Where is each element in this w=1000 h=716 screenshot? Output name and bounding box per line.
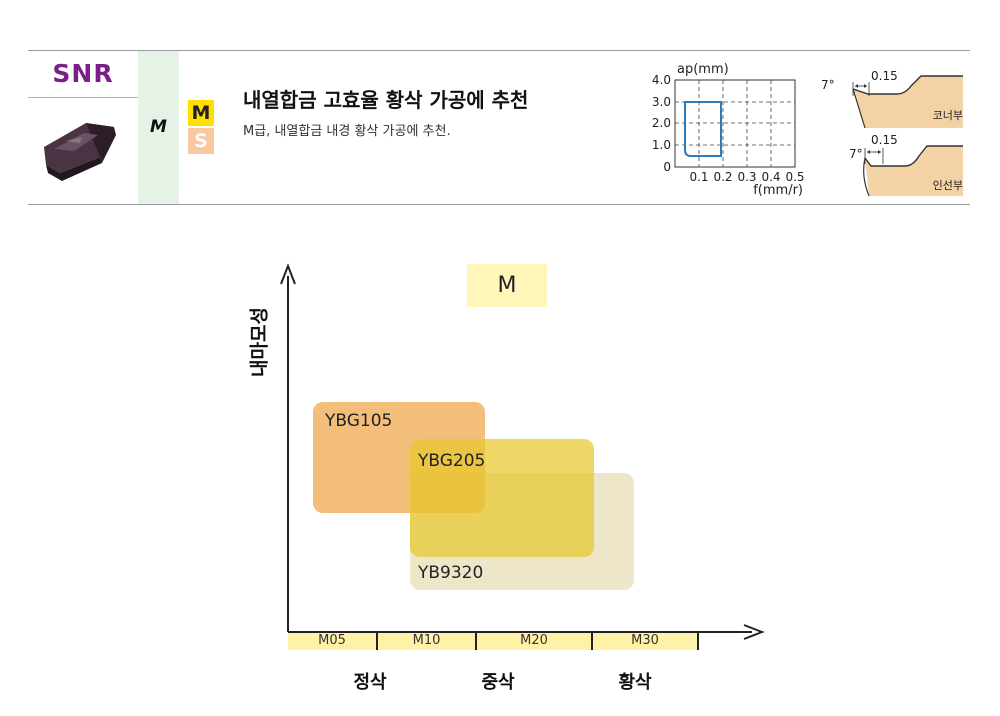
y-tick-label: 1.0 <box>652 138 671 152</box>
y-tick-label: 4.0 <box>652 73 671 87</box>
grade-label-yb9320: YB9320 <box>418 563 484 583</box>
insert-image <box>44 123 116 181</box>
iso-tick-label: M30 <box>631 633 659 648</box>
x-tick-label: 0.5 <box>785 170 804 184</box>
y-tick-label: 0 <box>663 160 671 174</box>
product-code-cell <box>28 51 138 98</box>
corner-edge-section <box>853 76 963 128</box>
iso-tick-label: M10 <box>412 633 441 648</box>
grade-zone-ybg205 <box>410 439 594 557</box>
chart-grid <box>675 80 795 167</box>
corner-angle-label: 7° <box>821 78 835 92</box>
axis-band <box>477 632 591 650</box>
x-tick-label: 0.2 <box>713 170 732 184</box>
x-tick-label: 0.1 <box>689 170 708 184</box>
product-description: M급, 내열합금 내경 황삭 가공에 추천. <box>243 124 451 139</box>
grade-label-ybg205: YBG205 <box>418 451 486 471</box>
edge-detail-figure: 7° 0.15 코너부 7° 0.15 인선부 <box>821 69 963 197</box>
chart-xlabel: f(mm/r) <box>753 183 803 198</box>
x-tick-label: 0.3 <box>737 170 756 184</box>
corner-section-label: 코너부 <box>933 109 963 122</box>
cutting-range-chart: ap(mm) 4.0 3.0 2.0 1.0 0 0.1 0.2 0.3 0.4… <box>652 62 805 198</box>
x-tick-label: 0.4 <box>761 170 780 184</box>
operation-label-medium: 중삭 <box>481 672 515 693</box>
material-badge-m: M <box>188 100 214 126</box>
product-title: 내열합금 고효율 황삭 가공에 추천 <box>243 88 529 112</box>
material-badge-s: S <box>188 128 214 154</box>
axis-ticks <box>376 632 699 650</box>
y-tick-label: 3.0 <box>652 95 671 109</box>
axis-band <box>593 632 697 650</box>
axis-band <box>288 632 376 650</box>
x-axis-arrow <box>743 624 765 640</box>
inset-angle-label: 7° <box>849 147 863 161</box>
operation-label-roughing: 황삭 <box>618 672 652 693</box>
class-column <box>138 51 179 204</box>
grade-label-ybg105: YBG105 <box>325 411 393 431</box>
corner-land-label: 0.15 <box>871 69 898 83</box>
inset-section-label: 인선부 <box>933 179 963 192</box>
material-legend: M <box>467 264 547 307</box>
y-tick-label: 2.0 <box>652 116 671 130</box>
product-info-panel: SNR M M S 내열합금 고효율 황삭 가공에 추천 M급, 내열합금 내경… <box>28 50 970 205</box>
chart-frame <box>674 79 796 168</box>
iso-tick-label: M05 <box>318 633 346 648</box>
inset-edge-section <box>865 146 963 196</box>
chart-ylabel: ap(mm) <box>677 62 729 77</box>
axis-band <box>378 632 475 650</box>
cutting-range-region <box>684 101 722 157</box>
product-code: SNR <box>52 59 114 88</box>
class-letter: M <box>150 117 167 137</box>
y-axis-arrow <box>280 263 296 285</box>
operation-label-finishing: 정삭 <box>353 672 387 693</box>
iso-tick-label: M20 <box>520 633 548 648</box>
inset-land-label: 0.15 <box>871 133 898 147</box>
